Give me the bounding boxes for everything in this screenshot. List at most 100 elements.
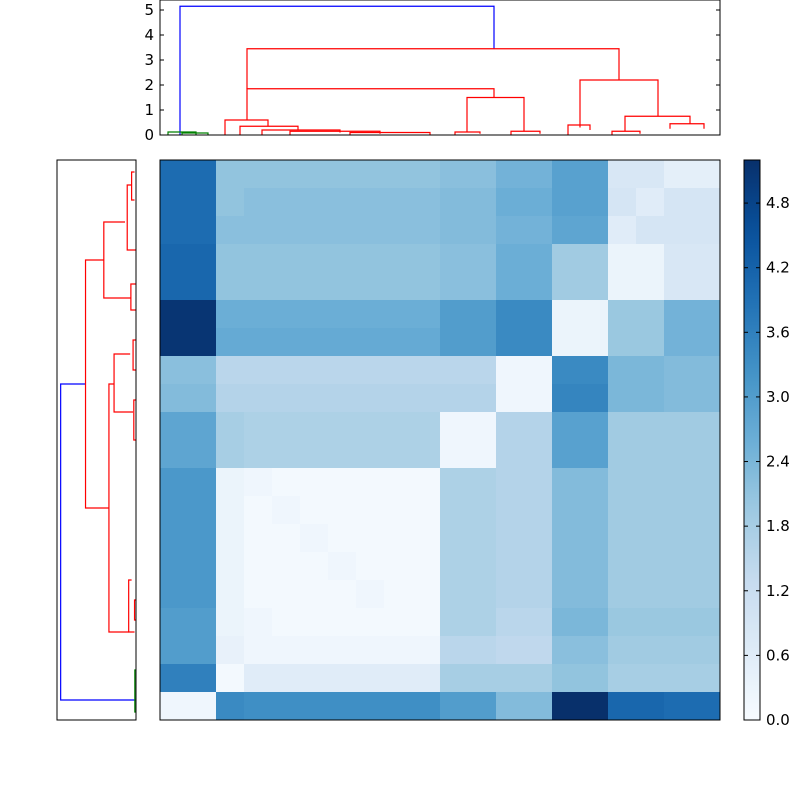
heatmap-cell xyxy=(244,636,273,665)
heatmap-cell xyxy=(552,440,581,469)
dendrogram-link xyxy=(611,130,641,135)
heatmap-cell xyxy=(244,328,273,357)
heatmap-cell xyxy=(216,468,245,497)
heatmap-cell xyxy=(160,244,189,273)
heatmap-cell xyxy=(244,188,273,217)
heatmap-cell xyxy=(356,160,385,189)
heatmap-cell xyxy=(440,244,469,273)
heatmap-cell xyxy=(664,160,693,189)
heatmap-cell xyxy=(160,356,189,385)
heatmap-cell xyxy=(496,272,525,301)
heatmap-cell xyxy=(384,524,413,553)
heatmap-cell xyxy=(160,664,189,693)
heatmap-cell xyxy=(216,328,245,357)
heatmap-cell xyxy=(496,244,525,273)
heatmap-cell xyxy=(188,244,217,273)
heatmap-cell xyxy=(244,552,273,581)
heatmap-cell xyxy=(160,440,189,469)
heatmap-cell xyxy=(552,160,581,189)
heatmap-cell xyxy=(244,216,273,245)
heatmap-cell xyxy=(216,636,245,665)
heatmap-cell xyxy=(524,496,553,525)
heatmap-cell xyxy=(216,272,245,301)
heatmap-cell xyxy=(608,412,637,441)
heatmap-cell xyxy=(524,524,553,553)
heatmap-cell xyxy=(356,580,385,609)
heatmap-cell xyxy=(244,440,273,469)
heatmap-cell xyxy=(636,608,665,637)
heatmap-cell xyxy=(244,496,273,525)
dendrogram-link xyxy=(624,115,691,132)
heatmap-cell xyxy=(496,580,525,609)
heatmap-cell xyxy=(692,384,721,413)
heatmap-cell xyxy=(188,160,217,189)
colorbar: 0.0 0.6 1.2 1.8 2.4 3.0 3.6 4.2 4.8 xyxy=(743,159,790,729)
heatmap-cell xyxy=(608,664,637,693)
heatmap-cell xyxy=(580,636,609,665)
heatmap-cell xyxy=(356,216,385,245)
heatmap-cell xyxy=(468,440,497,469)
heatmap-cell xyxy=(692,468,721,497)
heatmap-cell xyxy=(244,664,273,693)
heatmap-cell xyxy=(664,216,693,245)
heatmap-cell xyxy=(216,524,245,553)
heatmap-cell xyxy=(664,440,693,469)
heatmap-cell xyxy=(412,216,441,245)
heatmap-cell xyxy=(608,328,637,357)
heatmap-cell xyxy=(300,496,329,525)
heatmap-cell xyxy=(356,664,385,693)
heatmap-cell xyxy=(608,468,637,497)
heatmap-cell xyxy=(384,692,413,721)
heatmap-cell xyxy=(244,272,273,301)
heatmap-cell xyxy=(636,580,665,609)
heatmap-cell xyxy=(384,188,413,217)
heatmap-cell xyxy=(468,160,497,189)
heatmap-cell xyxy=(692,524,721,553)
heatmap-cell xyxy=(664,468,693,497)
heatmap-cell xyxy=(552,300,581,329)
heatmap-cell xyxy=(272,216,301,245)
heatmap-cell xyxy=(440,664,469,693)
heatmap-cell xyxy=(328,412,357,441)
heatmap-cell xyxy=(356,412,385,441)
heatmap-cell xyxy=(552,272,581,301)
heatmap-cell xyxy=(580,580,609,609)
heatmap-cell xyxy=(636,300,665,329)
heatmap-cell xyxy=(328,636,357,665)
heatmap-cell xyxy=(328,384,357,413)
heatmap-cell xyxy=(580,552,609,581)
heatmap-cell xyxy=(160,552,189,581)
heatmap-cell xyxy=(412,412,441,441)
heatmap-cell xyxy=(272,384,301,413)
heatmap-cell xyxy=(608,384,637,413)
heatmap-cell xyxy=(496,328,525,357)
heatmap-cell xyxy=(468,328,497,357)
heatmap-cell xyxy=(272,440,301,469)
heatmap-cell xyxy=(468,636,497,665)
dendrogram-link xyxy=(579,79,659,128)
heatmap-cell xyxy=(356,384,385,413)
heatmap-cell xyxy=(188,216,217,245)
heatmap-cell xyxy=(692,412,721,441)
heatmap-cell xyxy=(524,664,553,693)
heatmap-cell xyxy=(384,244,413,273)
heatmap-cell xyxy=(328,524,357,553)
heatmap-cell xyxy=(160,580,189,609)
heatmap-cell xyxy=(356,244,385,273)
heatmap-cell xyxy=(664,580,693,609)
heatmap-cell xyxy=(272,636,301,665)
heatmap-cell xyxy=(468,692,497,721)
dendrogram-link xyxy=(246,88,495,120)
heatmap-cell xyxy=(664,664,693,693)
heatmap-cell xyxy=(188,692,217,721)
dendrogram-link xyxy=(239,125,299,135)
heatmap-cell xyxy=(664,412,693,441)
heatmap-cell xyxy=(440,356,469,385)
heatmap-cell xyxy=(580,160,609,189)
heatmap-cell xyxy=(552,664,581,693)
heatmap-cell xyxy=(412,496,441,525)
heatmap-cell xyxy=(580,468,609,497)
heatmap-cell xyxy=(692,608,721,637)
heatmap-cell xyxy=(188,524,217,553)
heatmap-cell xyxy=(524,188,553,217)
